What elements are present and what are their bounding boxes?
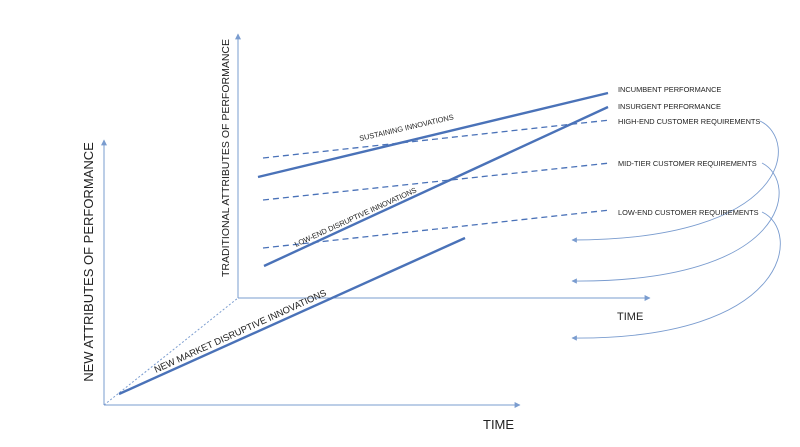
origin-connector xyxy=(103,297,239,406)
low-end-connector xyxy=(571,211,781,341)
back-x-axis-title: TIME xyxy=(617,311,643,323)
mid-tier-requirements-line xyxy=(262,162,611,201)
new-market-disruptive-label: NEW MARKET DISRUPTIVE INNOVATIONS xyxy=(152,287,328,375)
back-y-axis-title: TRADITIONAL ATTRIBUTES OF PERFORMANCE xyxy=(220,39,232,277)
low-end-requirements-line xyxy=(262,209,611,249)
new-market-line xyxy=(118,236,466,396)
front-y-axis-title: NEW ATTRIBUTES OF PERFORMANCE xyxy=(81,142,96,382)
low-end-requirements-label: LOW-END CUSTOMER REQUIREMENTS xyxy=(618,208,759,217)
high-end-connector xyxy=(571,120,779,243)
low-end-disruptive-label: LOW-END DISRUPTIVE INNOVATIONS xyxy=(293,185,418,248)
mid-tier-connector xyxy=(571,162,780,284)
front-x-axis-title: TIME xyxy=(483,417,514,432)
high-end-requirements-label: HIGH-END CUSTOMER REQUIREMENTS xyxy=(618,117,760,126)
high-end-requirements-line xyxy=(262,119,611,159)
incumbent-performance-line xyxy=(257,91,609,179)
mid-tier-requirements-label: MID-TIER CUSTOMER REQUIREMENTS xyxy=(618,159,757,168)
sustaining-innovations-label: SUSTAINING INNOVATIONS xyxy=(358,112,454,142)
incumbent-performance-label: INCUMBENT PERFORMANCE xyxy=(618,85,721,94)
insurgent-performance-label: INSURGENT PERFORMANCE xyxy=(618,102,721,111)
insurgent-performance-line xyxy=(263,105,609,268)
